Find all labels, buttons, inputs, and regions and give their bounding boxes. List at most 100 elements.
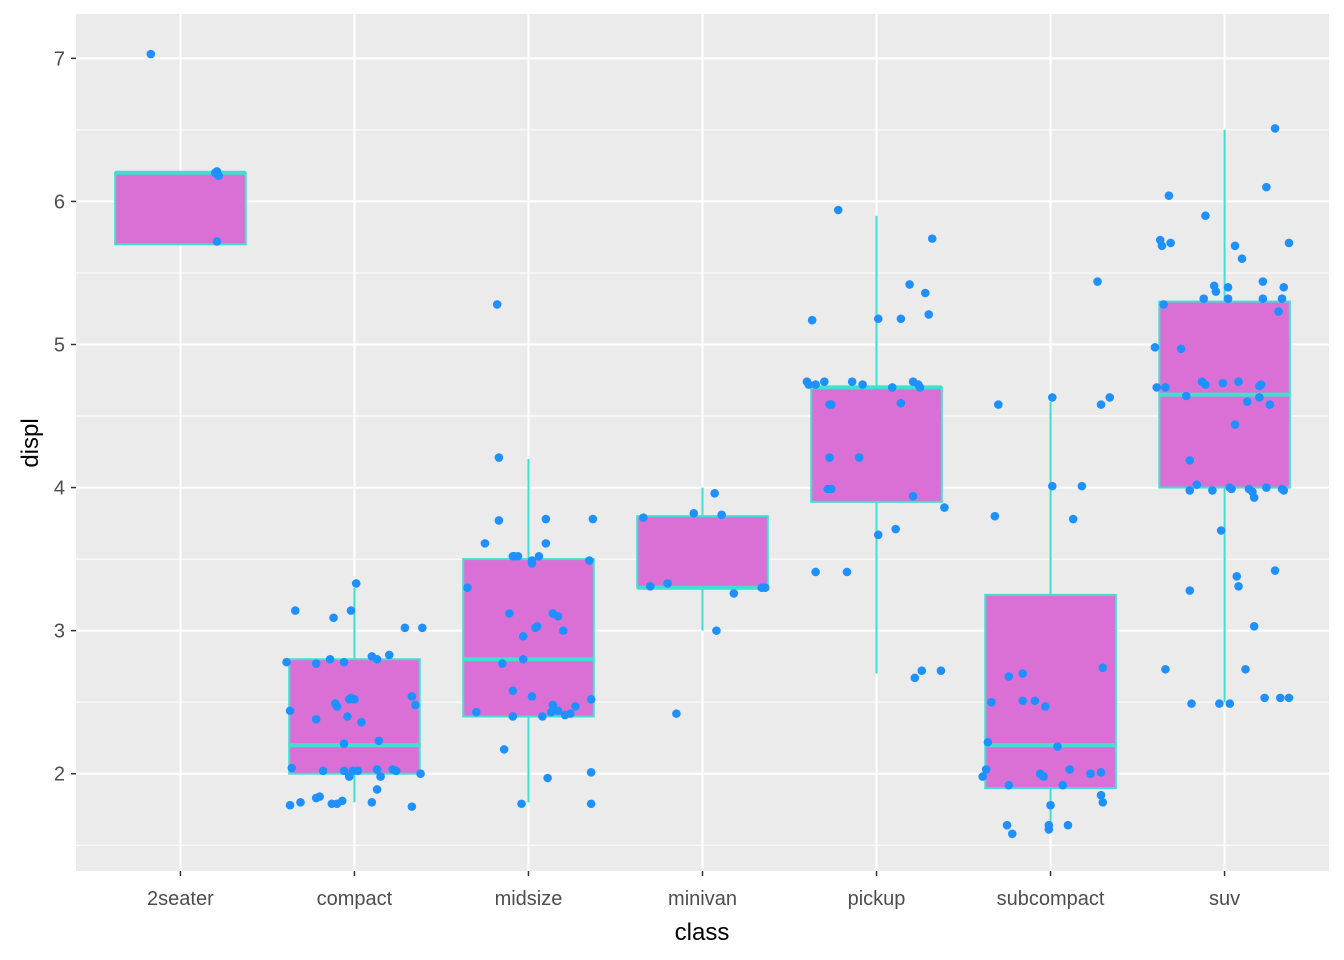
x-tick-label: compact <box>317 888 393 910</box>
data-point-pickup <box>811 567 820 577</box>
data-point-subcompact <box>1053 742 1062 751</box>
data-point-suv <box>1279 486 1289 495</box>
data-point-subcompact <box>1096 790 1106 800</box>
data-point-subcompact <box>1063 820 1073 830</box>
data-point-suv <box>1275 693 1285 703</box>
data-point-midsize <box>546 707 556 717</box>
data-point-minivan <box>712 626 721 635</box>
data-point-midsize <box>588 514 598 524</box>
x-axis-title: class <box>675 919 730 946</box>
data-point-subcompact <box>1086 769 1095 779</box>
data-point-pickup <box>858 380 867 389</box>
data-point-subcompact <box>1047 481 1057 491</box>
boxplot-midsize <box>462 458 595 803</box>
data-point-compact <box>407 802 417 811</box>
data-point-compact <box>325 654 335 664</box>
data-point-midsize <box>510 551 519 561</box>
data-point-subcompact <box>978 772 987 781</box>
data-point-midsize <box>553 612 563 621</box>
data-point-suv <box>1262 182 1271 192</box>
data-point-pickup <box>891 524 900 534</box>
data-point-minivan <box>710 488 719 498</box>
data-point-suv <box>1249 493 1259 502</box>
data-point-subcompact <box>1002 820 1012 830</box>
data-point-compact <box>374 736 384 746</box>
data-point-midsize <box>499 745 509 754</box>
data-point-minivan <box>645 581 655 591</box>
x-tick-label: midsize <box>495 888 563 910</box>
data-point-subcompact <box>1077 481 1087 491</box>
data-point-minivan <box>639 513 648 522</box>
data-point-subcompact <box>1098 798 1108 807</box>
data-point-subcompact <box>1096 767 1106 777</box>
data-point-compact <box>384 650 394 660</box>
x-tick-label: 2seater <box>147 888 214 910</box>
data-point-midsize <box>548 700 558 710</box>
data-point-suv <box>1201 380 1210 389</box>
data-point-compact <box>346 606 356 615</box>
data-point-compact <box>311 715 321 724</box>
data-point-compact <box>376 772 385 781</box>
data-point-compact <box>282 657 291 667</box>
data-point-suv <box>1237 254 1247 263</box>
axes: 2 3 4 5 6 7 2seater compact midsize minivan pickup… <box>54 48 1240 910</box>
data-point-suv <box>1161 383 1170 392</box>
data-point-subcompact <box>1058 780 1068 790</box>
data-point-compact <box>372 765 382 774</box>
data-point-suv <box>1242 397 1252 407</box>
data-point-compact <box>285 706 295 716</box>
data-point-suv <box>1223 282 1233 292</box>
data-point-suv <box>1234 581 1243 591</box>
boxplot-subcompact <box>984 401 1117 831</box>
data-point-suv <box>1192 480 1202 490</box>
data-point-compact <box>411 700 420 710</box>
data-point-2seater <box>146 49 156 59</box>
data-point-compact <box>343 712 352 721</box>
data-point-suv <box>1274 307 1283 316</box>
data-point-suv <box>1185 456 1195 465</box>
box <box>636 515 769 589</box>
box <box>288 658 421 775</box>
data-point-compact <box>351 579 361 588</box>
data-point-pickup <box>873 314 883 324</box>
x-tick-label: subcompact <box>997 888 1105 910</box>
data-point-midsize <box>558 626 568 635</box>
y-axis-title: displ <box>17 418 44 467</box>
data-point-suv <box>1249 622 1259 631</box>
data-point-suv <box>1161 664 1170 674</box>
boxplot-minivan <box>636 487 769 631</box>
box <box>984 593 1117 790</box>
data-point-midsize <box>585 556 594 565</box>
data-point-subcompact <box>1093 277 1102 286</box>
data-point-subcompact <box>1047 393 1057 402</box>
boxplots <box>114 129 1291 831</box>
data-point-midsize <box>505 609 514 618</box>
data-point-suv <box>1270 124 1280 133</box>
data-point-suv <box>1211 287 1221 296</box>
data-point-compact <box>329 613 338 623</box>
data-point-subcompact <box>1018 669 1028 678</box>
data-point-subcompact <box>1004 672 1014 681</box>
data-point-midsize <box>543 773 552 783</box>
data-point-midsize <box>565 709 575 718</box>
data-point-minivan <box>729 589 739 598</box>
data-point-suv <box>1150 343 1160 352</box>
data-point-pickup <box>826 484 836 494</box>
data-point-midsize <box>541 539 551 548</box>
data-point-suv <box>1277 294 1287 304</box>
data-point-suv <box>1258 294 1268 304</box>
data-point-pickup <box>896 314 906 324</box>
data-point-suv <box>1185 486 1195 495</box>
data-point-minivan <box>689 509 699 518</box>
data-point-suv <box>1227 484 1236 494</box>
data-point-subcompact <box>1039 772 1048 781</box>
data-point-suv <box>1256 380 1266 389</box>
data-point-subcompact <box>981 765 991 774</box>
boxplot-2seater <box>114 170 247 246</box>
y-tick-label: 4 <box>54 478 65 500</box>
boxplot-suv <box>1158 129 1291 703</box>
data-point-compact <box>287 763 297 773</box>
data-point-minivan <box>717 510 726 520</box>
data-point-suv <box>1262 483 1271 492</box>
